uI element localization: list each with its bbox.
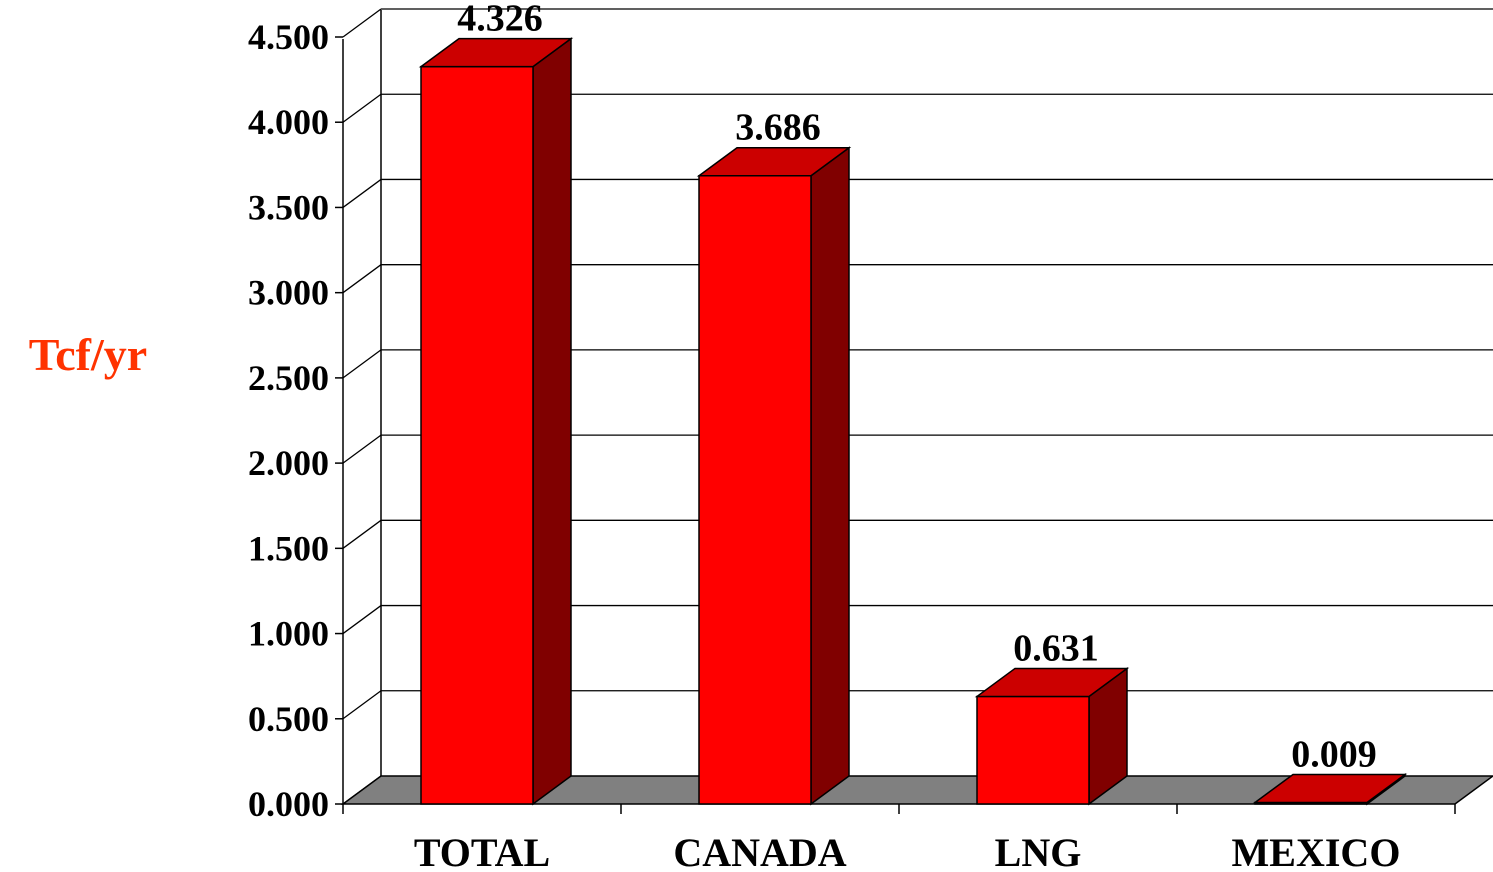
bar-total	[418, 37, 574, 806]
y-tick-label: 0.500	[248, 699, 329, 739]
data-labels: 4.326 3.686 0.631 0.009	[457, 0, 1377, 775]
y-tick-label: 3.500	[248, 187, 329, 227]
bar-top	[1252, 773, 1408, 804]
side-wall-tick	[342, 93, 382, 123]
side-wall-tick	[342, 178, 382, 208]
side-wall-tick	[342, 690, 382, 720]
y-tick-label: 4.000	[248, 102, 329, 142]
bar-top	[418, 37, 574, 68]
side-wall-tick	[342, 264, 382, 294]
bar-front	[420, 65, 534, 805]
y-tick-label: 1.500	[248, 528, 329, 568]
y-tick-label: 0.000	[248, 784, 329, 824]
data-label: 4.326	[457, 0, 543, 40]
data-label: 3.686	[735, 107, 821, 149]
side-wall-tick	[342, 605, 382, 635]
bar-mexico	[1252, 772, 1408, 806]
bars	[418, 37, 1408, 806]
side-wall-tick	[342, 8, 382, 38]
y-tick-label: 2.500	[248, 358, 329, 398]
x-tick-labels: TOTAL CANADA LNG MEXICO	[414, 830, 1401, 872]
data-label: 0.009	[1291, 733, 1377, 775]
bar-side	[532, 37, 572, 806]
y-tick-label: 2.000	[248, 443, 329, 483]
y-tick-label: 1.000	[248, 614, 329, 654]
side-wall-tick	[342, 519, 382, 549]
x-tick-label: CANADA	[673, 830, 846, 872]
y-axis-title: Tcf/yr	[29, 329, 147, 380]
x-tick-label: LNG	[995, 830, 1082, 872]
x-tick-label: MEXICO	[1232, 830, 1401, 872]
y-tick-label: 3.000	[248, 273, 329, 313]
y-tick-labels: 0.000 0.500 1.000 1.500 2.000 2.500 3.000 3.500…	[248, 17, 329, 824]
chart-axes	[335, 36, 1456, 814]
bar-top	[974, 667, 1130, 698]
bar-side	[810, 146, 850, 806]
bar-lng	[974, 666, 1130, 806]
y-tick-label: 4.500	[248, 17, 329, 57]
bar-top	[696, 146, 852, 177]
x-tick-label: TOTAL	[414, 830, 550, 872]
data-label: 0.631	[1013, 627, 1099, 669]
side-wall-tick	[342, 434, 382, 464]
bar-front	[698, 174, 812, 805]
side-wall-tick	[342, 349, 382, 379]
bar-front	[976, 695, 1090, 805]
bar-canada	[696, 146, 852, 806]
